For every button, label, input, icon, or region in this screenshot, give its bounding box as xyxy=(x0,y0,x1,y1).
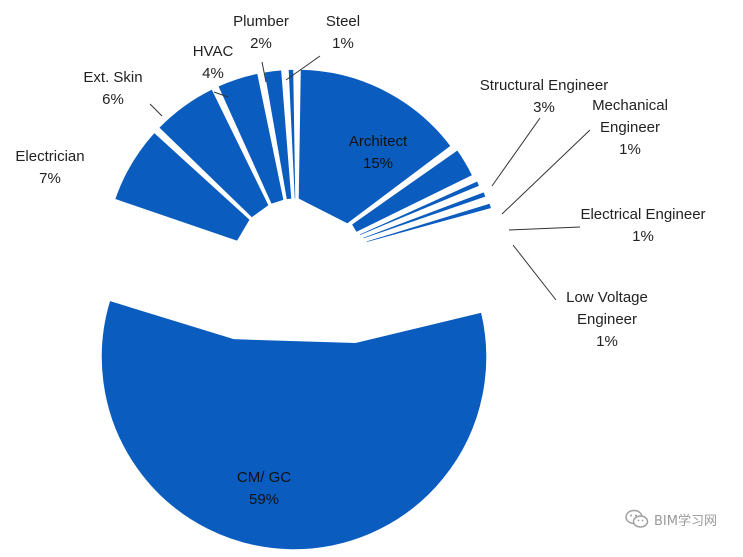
pie-slices xyxy=(100,68,493,551)
slice-label-plumber: Plumber 2% xyxy=(233,13,289,52)
watermark-text: BIM学习网 xyxy=(654,513,717,529)
leader-line-ext-skin xyxy=(149,103,163,117)
leader-line-plumber xyxy=(261,61,267,83)
slice-label-electrician: Electrician 7% xyxy=(15,148,84,187)
leader-line-steel xyxy=(285,55,321,81)
slice-label-ext-skin: Ext. Skin 6% xyxy=(83,69,142,108)
slice-label-hvac: HVAC 4% xyxy=(193,43,234,82)
leader-line-structural-engineer xyxy=(491,117,541,187)
leader-line-low-voltage-engineer xyxy=(512,244,557,301)
pie-slice-cm-gc xyxy=(100,299,488,551)
leader-line-mechanical-engineer xyxy=(501,129,591,215)
leader-line-electrical-engineer xyxy=(508,226,581,231)
slice-labels: Architect 15% Structural Engineer 3% Mechani… xyxy=(15,13,705,508)
slice-label-cm-gc: CM/ GC 59% xyxy=(237,469,291,508)
pie-slice-electrician xyxy=(113,131,252,243)
pie-slice-hvac xyxy=(216,72,286,206)
pie-slice-steel xyxy=(287,68,297,200)
slice-label-mechanical-engineer: Mechanical Engineer 1% xyxy=(592,97,668,158)
pie-slice-ext-skin xyxy=(157,87,271,220)
slice-label-low-voltage-engineer: Low Voltage Engineer 1% xyxy=(566,289,648,350)
pie-slice-architect xyxy=(297,68,453,226)
leader-line-hvac xyxy=(213,91,229,98)
slice-label-structural-engineer: Structural Engineer 3% xyxy=(480,77,608,116)
pie-slice-electrical-engineer xyxy=(361,190,488,241)
pie-slice-mechanical-engineer xyxy=(358,179,481,237)
watermark: BIM学习网 xyxy=(625,509,717,529)
leader-lines xyxy=(149,55,591,301)
pie-slice-low-voltage-engineer xyxy=(364,201,493,244)
wechat-icon xyxy=(625,509,649,528)
slice-label-steel: Steel 1% xyxy=(326,13,360,52)
pie-slice-structural-engineer xyxy=(350,148,474,234)
slice-label-electrical-engineer: Electrical Engineer 1% xyxy=(580,206,705,245)
slice-label-architect: Architect 15% xyxy=(349,133,408,172)
